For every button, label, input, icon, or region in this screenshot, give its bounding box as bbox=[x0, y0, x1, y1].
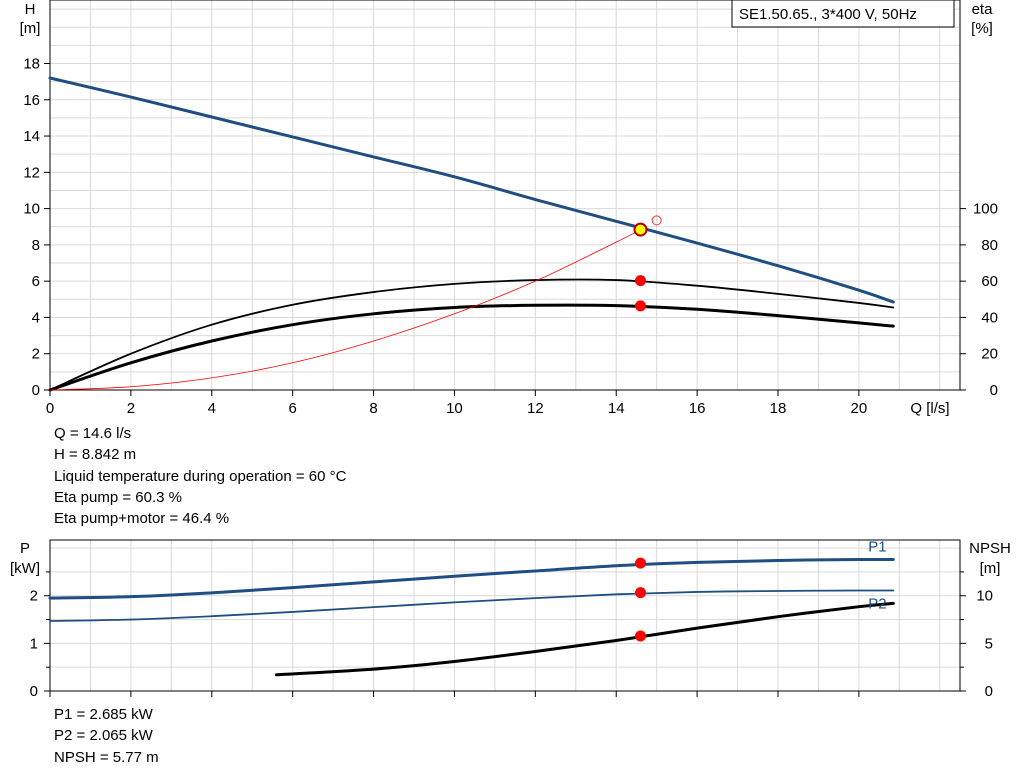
y-tick-label-left: 12 bbox=[23, 164, 40, 181]
system-curve bbox=[49, 229, 641, 391]
right-axis-label-top-line2: [%] bbox=[971, 20, 993, 37]
p1-curve bbox=[48, 557, 895, 600]
axis-labels: 0 2 4 6 8 10 12 14 16 18 2002468101214161802040608… bbox=[23, 55, 998, 700]
bottom-chart-readouts: P1 = 2.685 kW P2 = 2.065 kW NPSH = 5.77 … bbox=[54, 704, 159, 768]
left-axis-label-top-line1: H bbox=[25, 1, 36, 18]
y-tick-label-right: 80 bbox=[981, 237, 998, 254]
x-tick-label: 6 bbox=[288, 400, 296, 417]
y-tick-label-right: 40 bbox=[981, 309, 998, 326]
y-tick-label-right: 0 bbox=[985, 683, 993, 700]
top-chart-readouts: Q = 14.6 l/s H = 8.842 m Liquid temperat… bbox=[54, 423, 346, 529]
top-chart-grid bbox=[50, 0, 960, 390]
x-tick-label: 16 bbox=[689, 400, 706, 417]
x-tick-label: 14 bbox=[608, 400, 625, 417]
eta-pump-motor-operating-point bbox=[634, 300, 646, 312]
eta-pump-motor-curve bbox=[48, 303, 895, 392]
x-tick-label: 20 bbox=[851, 400, 868, 417]
p1-operating-point bbox=[634, 557, 646, 569]
left-axis-label-top-line2: [m] bbox=[20, 20, 41, 37]
right-axis-label-bottom-line1: NPSH bbox=[969, 540, 1011, 557]
x-tick-label: 8 bbox=[369, 400, 377, 417]
x-tick-label: 2 bbox=[127, 400, 135, 417]
bottom-chart-plot-frame bbox=[49, 539, 961, 692]
y-tick-label-left: 1 bbox=[30, 635, 38, 652]
y-tick-label-left: 2 bbox=[32, 346, 40, 363]
npsh-curve bbox=[274, 601, 895, 677]
y-tick-label-left: 14 bbox=[23, 128, 40, 145]
head-operating-point bbox=[633, 222, 648, 237]
x-tick-label: 12 bbox=[527, 400, 544, 417]
y-tick-label-left: 6 bbox=[32, 273, 40, 290]
operating-point-markers bbox=[633, 215, 662, 642]
p2-curve bbox=[49, 589, 895, 622]
y-tick-label-left: 8 bbox=[32, 237, 40, 254]
readout-p2: P2 = 2.065 kW bbox=[54, 727, 153, 745]
head-curve bbox=[48, 76, 895, 304]
chart-title: SE1.50.65., 3*400 V, 50Hz bbox=[739, 6, 917, 23]
readout-npsh: NPSH = 5.77 m bbox=[54, 748, 159, 766]
y-tick-label-left: 4 bbox=[32, 309, 40, 326]
bottom-chart-series bbox=[48, 557, 895, 677]
readout-eta-pump-motor: Eta pump+motor = 46.4 % bbox=[54, 510, 230, 528]
x-axis-label: Q [l/s] bbox=[910, 400, 949, 417]
y-tick-label-right: 20 bbox=[981, 346, 998, 363]
right-axis-label-bottom-line2: [m] bbox=[980, 560, 1001, 577]
y-tick-label-right: 60 bbox=[981, 273, 998, 290]
y-tick-label-right: 0 bbox=[990, 382, 998, 399]
readout-h: H = 8.842 m bbox=[54, 446, 137, 464]
top-chart-plot-frame bbox=[49, 0, 961, 391]
y-tick-label-left: 2 bbox=[30, 588, 38, 605]
bottom-chart-grid bbox=[50, 540, 960, 691]
npsh-operating-point bbox=[634, 630, 646, 642]
axis-ticks bbox=[44, 62, 966, 697]
p2-series-label: P2 bbox=[868, 595, 886, 612]
x-tick-label: 18 bbox=[770, 400, 787, 417]
y-tick-label-left: 18 bbox=[23, 55, 40, 72]
x-tick-label: 10 bbox=[446, 400, 463, 417]
x-tick-label: 0 bbox=[46, 400, 54, 417]
y-tick-label-left: 0 bbox=[30, 683, 38, 700]
readout-liquid-temperature: Liquid temperature during operation = 60… bbox=[54, 467, 347, 485]
eta-pump-curve bbox=[49, 278, 895, 391]
top-chart-series bbox=[48, 76, 895, 392]
chart-title-box bbox=[731, 0, 955, 28]
x-tick-label: 4 bbox=[208, 400, 216, 417]
left-axis-label-bottom-line2: [kW] bbox=[10, 560, 40, 577]
p1-series-label: P1 bbox=[868, 539, 886, 556]
y-tick-label-left: 10 bbox=[23, 201, 40, 218]
p2-operating-point bbox=[634, 587, 646, 599]
readout-eta-pump: Eta pump = 60.3 % bbox=[54, 488, 182, 506]
left-axis-label-bottom-line1: P bbox=[20, 540, 30, 557]
duty-point-marker bbox=[651, 215, 662, 226]
y-tick-label-left: 16 bbox=[23, 92, 40, 109]
y-tick-label-right: 100 bbox=[973, 201, 998, 218]
y-tick-label-right: 10 bbox=[976, 588, 993, 605]
y-tick-label-right: 5 bbox=[985, 635, 993, 652]
eta-pump-operating-point bbox=[634, 275, 646, 287]
right-axis-label-top-line1: eta bbox=[972, 1, 994, 18]
readout-q: Q = 14.6 l/s bbox=[54, 425, 132, 442]
y-tick-label-left: 0 bbox=[32, 382, 40, 399]
readout-p1: P1 = 2.685 kW bbox=[54, 706, 153, 723]
